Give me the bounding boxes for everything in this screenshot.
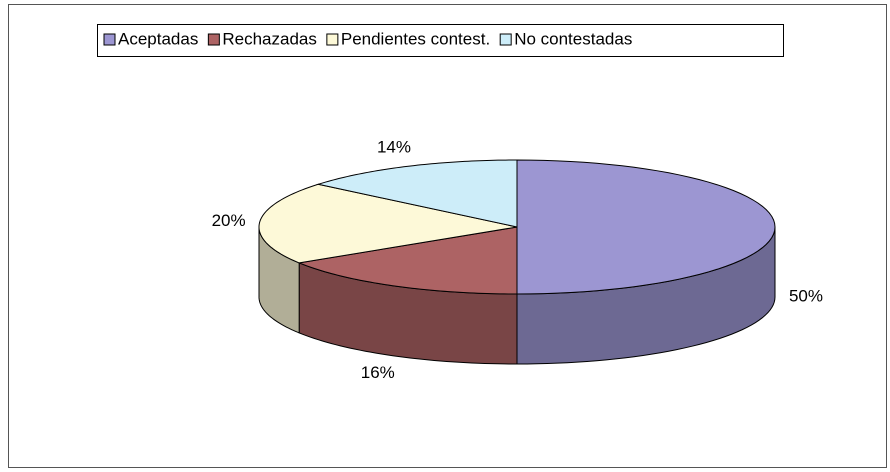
pie-slice	[258, 183, 518, 264]
legend-label: Pendientes contest.	[341, 29, 490, 48]
legend-swatch	[326, 33, 339, 46]
legend-label: Rechazadas	[222, 29, 317, 48]
pie-slice	[297, 226, 518, 295]
pie-slice	[316, 159, 518, 228]
legend-swatch	[499, 33, 512, 46]
legend-label: Aceptadas	[118, 29, 198, 48]
data-label: 16%	[361, 363, 395, 382]
data-label: 20%	[212, 211, 246, 230]
pie-slice	[516, 159, 776, 295]
data-label: 50%	[789, 286, 823, 305]
data-label: 14%	[377, 138, 411, 157]
legend-label: No contestadas	[514, 29, 632, 48]
legend-swatch	[207, 33, 220, 46]
legend-swatch	[103, 33, 116, 46]
